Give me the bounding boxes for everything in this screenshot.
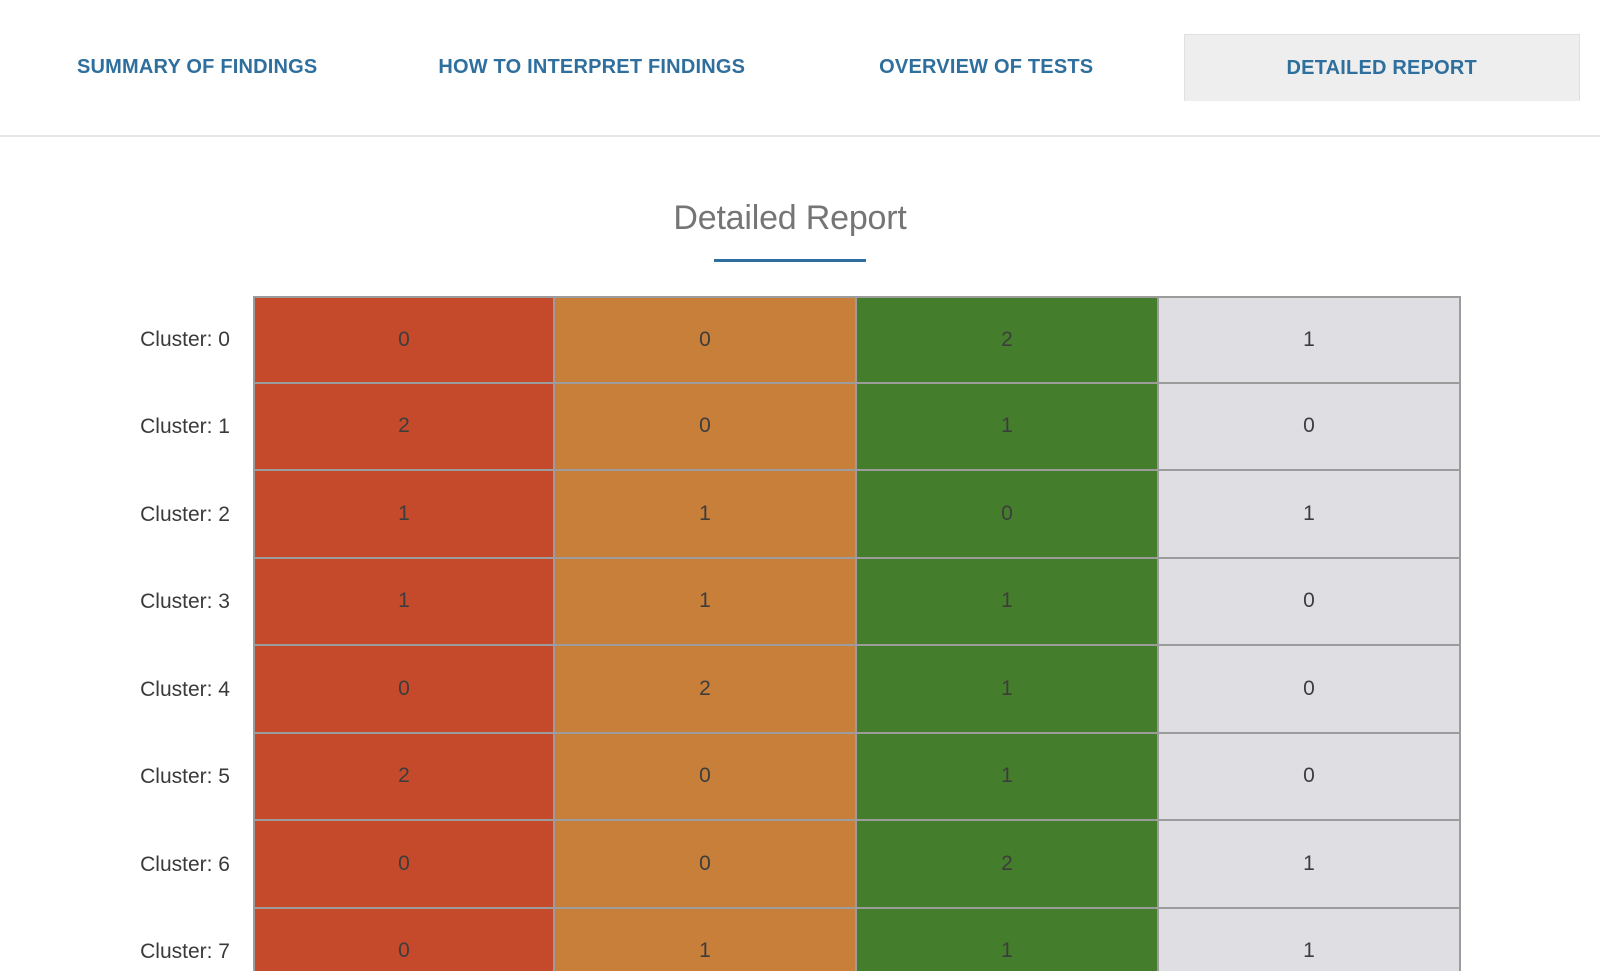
cluster-row-label: Cluster: 2 — [0, 471, 253, 559]
report-content: Detailed Report Cluster: 0 0 0 2 1 Cluster: 1… — [0, 197, 1580, 971]
heatmap-cell: 1 — [253, 471, 555, 559]
page-title: Detailed Report — [673, 199, 907, 237]
tab-label: DETAILED REPORT — [1286, 56, 1477, 79]
tab-label: HOW TO INTERPRET FINDINGS — [438, 56, 746, 78]
heatmap-cell: 1 — [1159, 821, 1461, 909]
heatmap-cell: 1 — [857, 646, 1159, 734]
heatmap-cell: 1 — [555, 471, 857, 559]
tab-bar: SUMMARY OF FINDINGS HOW TO INTERPRET FIN… — [0, 34, 1600, 137]
tab-how-to-interpret-findings[interactable]: HOW TO INTERPRET FINDINGS — [395, 34, 790, 101]
tab-overview-of-tests[interactable]: OVERVIEW OF TESTS — [789, 34, 1184, 101]
heatmap-cell: 2 — [857, 821, 1159, 909]
heatmap-cell: 1 — [857, 383, 1159, 471]
heatmap-cell: 2 — [253, 383, 555, 471]
heatmap-cell: 2 — [555, 646, 857, 734]
tab-list: SUMMARY OF FINDINGS HOW TO INTERPRET FIN… — [0, 34, 1580, 101]
tab-summary-of-findings[interactable]: SUMMARY OF FINDINGS — [0, 34, 395, 101]
heatmap-cell: 0 — [555, 821, 857, 909]
cluster-row-label: Cluster: 5 — [0, 733, 253, 821]
heatmap-cell: 1 — [857, 558, 1159, 646]
heatmap-cell: 0 — [1159, 558, 1461, 646]
heatmap-cell: 0 — [253, 821, 555, 909]
heatmap-cell: 0 — [1159, 733, 1461, 821]
heatmap-cell: 0 — [253, 296, 555, 384]
cluster-row-label: Cluster: 4 — [0, 646, 253, 734]
heatmap-cell: 0 — [1159, 383, 1461, 471]
heatmap-cell: 1 — [857, 733, 1159, 821]
heatmap-cell: 1 — [253, 558, 555, 646]
heatmap-cell: 1 — [555, 558, 857, 646]
cluster-row-label: Cluster: 3 — [0, 558, 253, 646]
cluster-row-label: Cluster: 0 — [0, 296, 253, 384]
heatmap-cell: 1 — [857, 908, 1159, 971]
heatmap-cell: 0 — [857, 471, 1159, 559]
title-underline — [714, 259, 866, 262]
cluster-row-label: Cluster: 7 — [0, 908, 253, 971]
tab-label: OVERVIEW OF TESTS — [879, 56, 1094, 78]
heatmap-cell: 0 — [253, 646, 555, 734]
heatmap-cell: 1 — [1159, 471, 1461, 559]
heatmap-cell: 0 — [555, 733, 857, 821]
heatmap-cell: 2 — [857, 296, 1159, 384]
tab-label: SUMMARY OF FINDINGS — [77, 56, 318, 78]
tab-detailed-report[interactable]: DETAILED REPORT — [1183, 34, 1580, 101]
heatmap-cell: 2 — [253, 733, 555, 821]
heatmap-cell: 0 — [555, 296, 857, 384]
heatmap-cell: 1 — [1159, 908, 1461, 971]
heatmap-cell: 1 — [1159, 296, 1461, 384]
cluster-row-label: Cluster: 1 — [0, 383, 253, 471]
cluster-row-label: Cluster: 6 — [0, 821, 253, 909]
heatmap-cell: 0 — [1159, 646, 1461, 734]
heatmap-cell: 0 — [253, 908, 555, 971]
heatmap-cell: 1 — [555, 908, 857, 971]
heatmap-cell: 0 — [555, 383, 857, 471]
